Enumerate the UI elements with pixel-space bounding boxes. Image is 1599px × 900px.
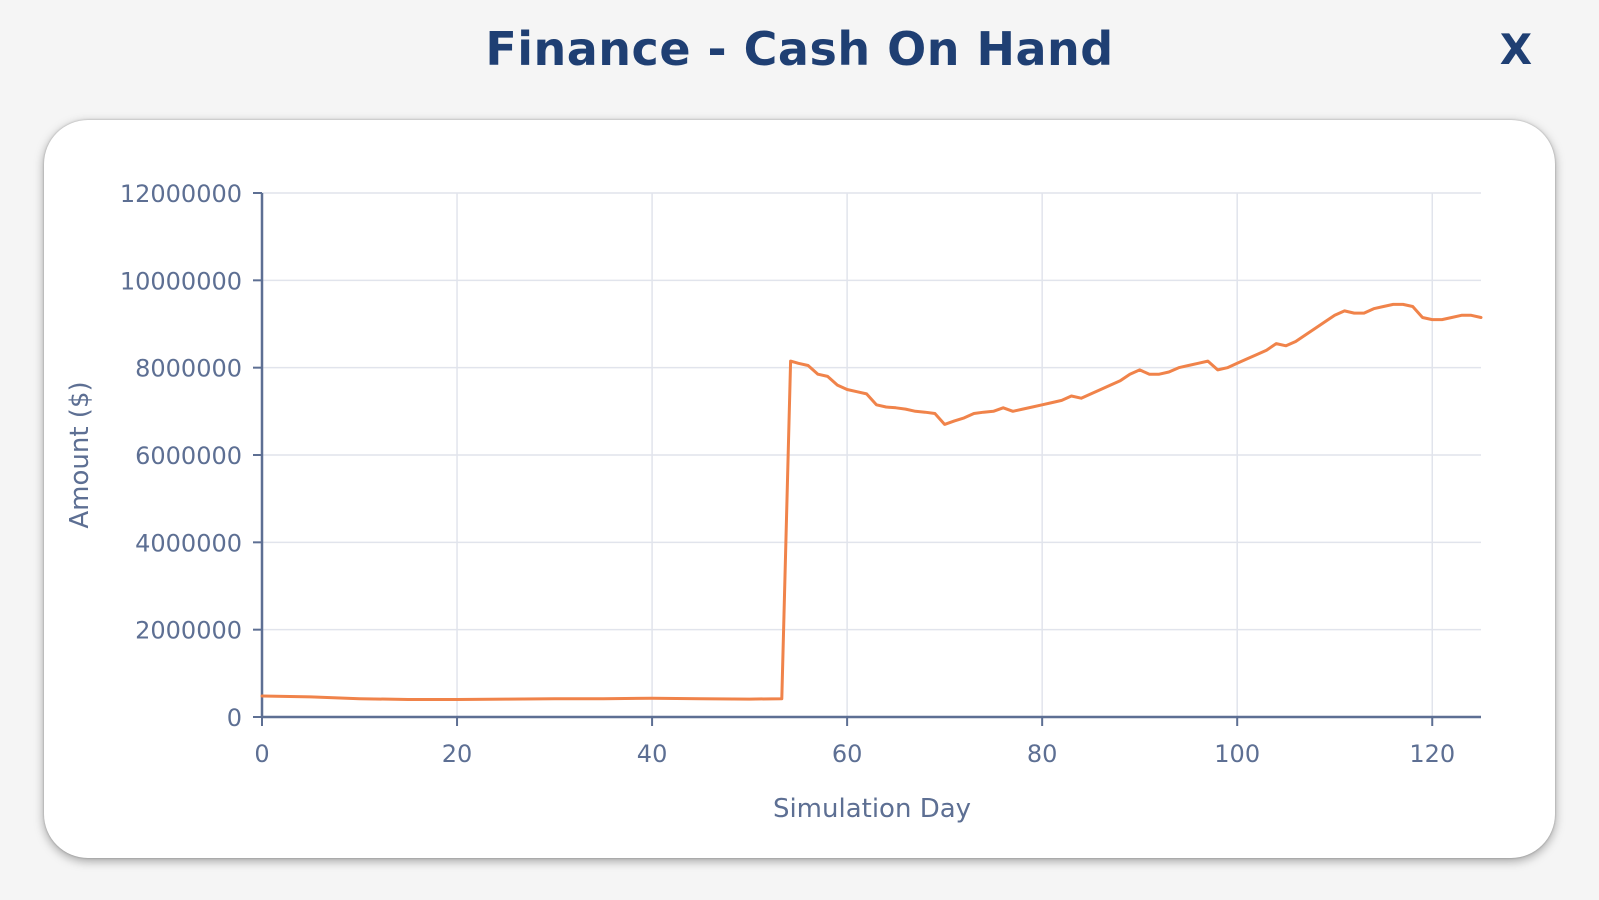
x-tick-label: 100 [1214, 740, 1260, 768]
y-tick-label: 12000000 [120, 180, 242, 208]
y-tick-label: 4000000 [135, 529, 242, 557]
y-axis-label: Amount ($) [65, 381, 95, 528]
y-tick-label: 0 [227, 704, 242, 732]
y-tick-label: 8000000 [135, 355, 242, 383]
x-tick-label: 40 [637, 740, 668, 768]
series-line-1 [260, 302, 1483, 701]
y-tick-label: 2000000 [135, 617, 242, 645]
x-tick-label: 20 [442, 740, 473, 768]
axes [253, 192, 1481, 726]
close-button[interactable]: X [1488, 22, 1544, 78]
tick-labels: 0 2000000 4000000 6000000 8000000 10000000 120… [120, 180, 1455, 768]
chart-card [44, 120, 1555, 858]
x-tick-label: 120 [1409, 740, 1455, 768]
series-layer [260, 302, 1483, 701]
x-tick-label: 60 [832, 740, 863, 768]
modal-header: Finance - Cash On Hand X [0, 0, 1599, 100]
page-title: Finance - Cash On Hand [485, 22, 1114, 76]
x-tick-label: 80 [1027, 740, 1058, 768]
x-tick-label: 0 [254, 740, 269, 768]
y-tick-label: 10000000 [120, 267, 242, 295]
x-axis-label: Simulation Day [773, 794, 971, 824]
y-tick-label: 6000000 [135, 442, 242, 470]
grid-lines [262, 192, 1481, 717]
